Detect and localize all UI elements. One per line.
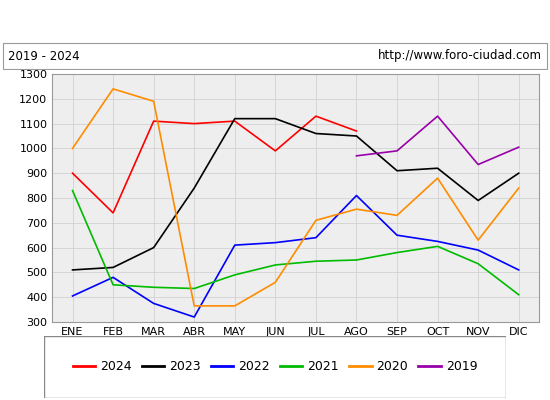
Text: 2019 - 2024: 2019 - 2024 <box>8 50 80 62</box>
Legend: 2024, 2023, 2022, 2021, 2020, 2019: 2024, 2023, 2022, 2021, 2020, 2019 <box>68 356 482 378</box>
Text: http://www.foro-ciudad.com: http://www.foro-ciudad.com <box>378 50 542 62</box>
FancyBboxPatch shape <box>44 336 506 398</box>
Text: Evolucion Nº Turistas Extranjeros en el municipio de Sant Vicenç dels Horts: Evolucion Nº Turistas Extranjeros en el … <box>14 14 536 28</box>
